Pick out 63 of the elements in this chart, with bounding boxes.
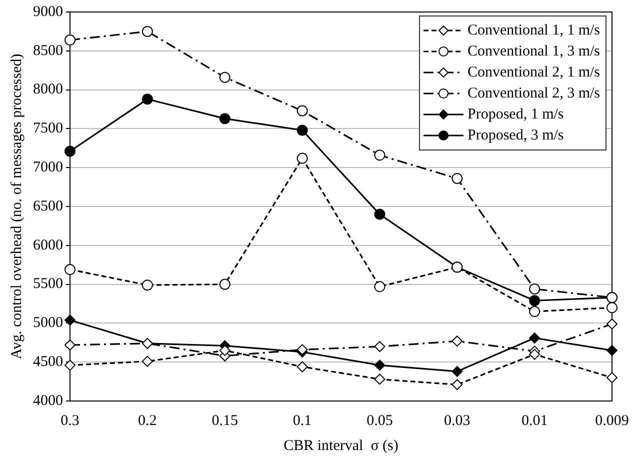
point xyxy=(219,113,230,124)
point xyxy=(219,344,230,356)
legend-label: Conventional 1, 3 m/s xyxy=(468,43,600,60)
point xyxy=(374,374,386,385)
point xyxy=(374,208,386,220)
y-tick-label: 8500 xyxy=(33,42,63,59)
legend-label: Conventional 2, 1 m/s xyxy=(468,64,600,80)
x-tick-label: 0.3 xyxy=(60,412,80,429)
legend-label: Proposed, 3 m/s xyxy=(468,127,564,144)
y-tick-label: 7500 xyxy=(33,120,63,137)
point xyxy=(374,281,386,292)
point xyxy=(452,366,463,377)
legend-label: Conventional 2, 3 m/s xyxy=(468,85,600,102)
point xyxy=(374,150,386,161)
y-tick-label: 4000 xyxy=(33,392,63,409)
point xyxy=(606,344,618,356)
point xyxy=(296,105,308,116)
x-tick-label: 0.1 xyxy=(292,412,312,429)
point xyxy=(64,360,76,371)
point xyxy=(64,339,76,350)
x-axis-title: CBR interval σ (s) xyxy=(284,438,398,454)
point xyxy=(142,280,153,291)
x-tick-label: 0.009 xyxy=(595,412,629,429)
legend-label: Conventional 1, 1 m/s xyxy=(468,22,600,38)
point xyxy=(64,264,76,276)
point xyxy=(529,295,540,306)
legend-label: Proposed, 1 m/s xyxy=(468,106,564,122)
x-tick-label: 0.15 xyxy=(212,412,238,429)
point xyxy=(374,360,386,371)
y-tick-label: 5000 xyxy=(33,315,63,332)
point xyxy=(529,332,540,344)
y-tick-label: 7000 xyxy=(33,160,63,176)
point xyxy=(142,26,153,37)
y-tick-label: 9000 xyxy=(33,4,63,20)
point xyxy=(296,124,308,136)
y-tick-label: 5500 xyxy=(33,276,63,292)
point xyxy=(142,356,153,367)
point xyxy=(452,336,463,347)
x-tick-label: 0.05 xyxy=(366,412,393,429)
y-tick-label: 6000 xyxy=(33,237,63,254)
point xyxy=(529,306,540,318)
point xyxy=(64,34,76,46)
point xyxy=(219,278,230,290)
point xyxy=(64,314,76,326)
point xyxy=(452,172,463,184)
point xyxy=(606,372,618,384)
point xyxy=(296,361,308,372)
point xyxy=(219,72,230,83)
y-tick-label: 6500 xyxy=(33,198,63,214)
point xyxy=(529,348,540,360)
x-tick-label: 0.2 xyxy=(138,412,157,429)
x-tick-label: 0.03 xyxy=(444,412,470,429)
point xyxy=(606,318,618,330)
y-axis-title: Avg. control overhead (no. of messages processed) xyxy=(8,54,25,360)
point xyxy=(529,283,540,294)
point xyxy=(64,146,76,157)
y-tick-label: 8000 xyxy=(33,82,63,98)
point xyxy=(606,302,618,314)
point xyxy=(142,94,153,105)
y-tick-label: 4500 xyxy=(33,354,63,370)
point xyxy=(296,152,308,164)
x-tick-label: 0.01 xyxy=(521,412,548,429)
point xyxy=(452,379,463,390)
